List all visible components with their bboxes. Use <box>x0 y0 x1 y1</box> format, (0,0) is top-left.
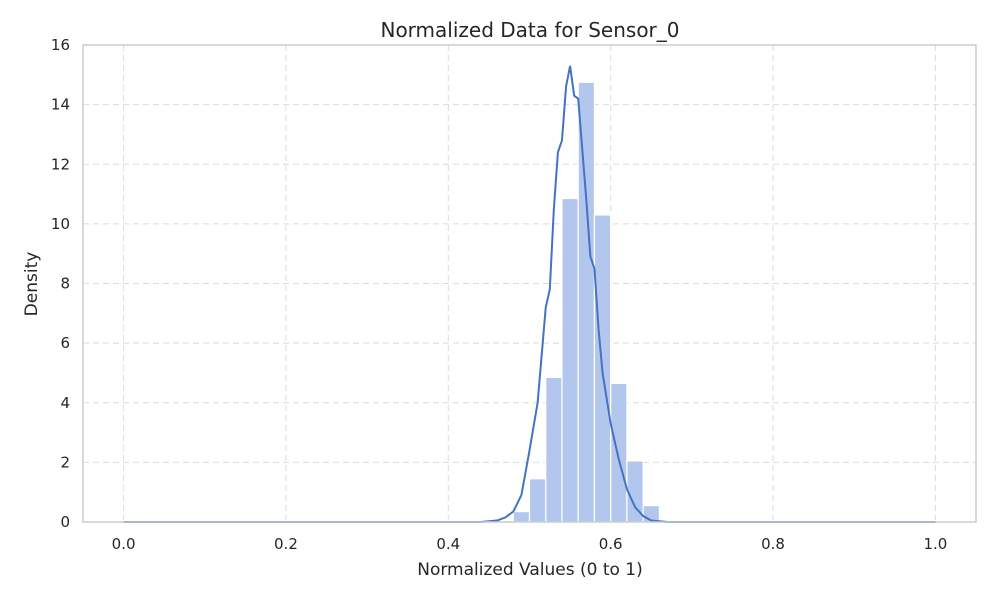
y-tick-label: 10 <box>51 215 70 233</box>
y-axis-label: Density <box>22 252 42 317</box>
x-tick-label: 0.6 <box>599 535 623 553</box>
histogram-bar <box>512 510 531 523</box>
x-tick-label: 0.8 <box>761 535 785 553</box>
y-tick-label: 2 <box>60 453 70 471</box>
y-tick-label: 8 <box>60 275 70 293</box>
kde-curve <box>123 65 936 523</box>
y-tick-labels: 0 2 4 6 8 10 12 14 16 <box>51 36 70 531</box>
y-tick-label: 0 <box>60 513 70 531</box>
x-tick-label: 1.0 <box>923 535 947 553</box>
histogram-bar <box>528 478 547 523</box>
kde-curve-layer <box>123 65 936 523</box>
plot-frame <box>82 44 977 523</box>
y-tick-label: 14 <box>51 96 70 114</box>
histogram-bar <box>561 197 579 523</box>
histogram-bar <box>610 382 628 523</box>
y-tick-label: 16 <box>51 36 70 54</box>
x-tick-labels: 0.0 0.2 0.4 0.6 0.8 1.0 <box>112 535 948 553</box>
x-tick-label: 0.0 <box>112 535 136 553</box>
histogram-bar <box>545 376 563 523</box>
x-axis-label: Normalized Values (0 to 1) <box>417 560 643 580</box>
histogram-bar <box>577 81 596 523</box>
y-tick-label: 6 <box>60 334 70 352</box>
chart-title: Normalized Data for Sensor_0 <box>380 18 679 42</box>
x-tick-label: 0.4 <box>436 535 460 553</box>
x-tick-label: 0.2 <box>274 535 298 553</box>
y-tick-label: 12 <box>51 155 70 173</box>
y-tick-label: 4 <box>60 394 70 412</box>
